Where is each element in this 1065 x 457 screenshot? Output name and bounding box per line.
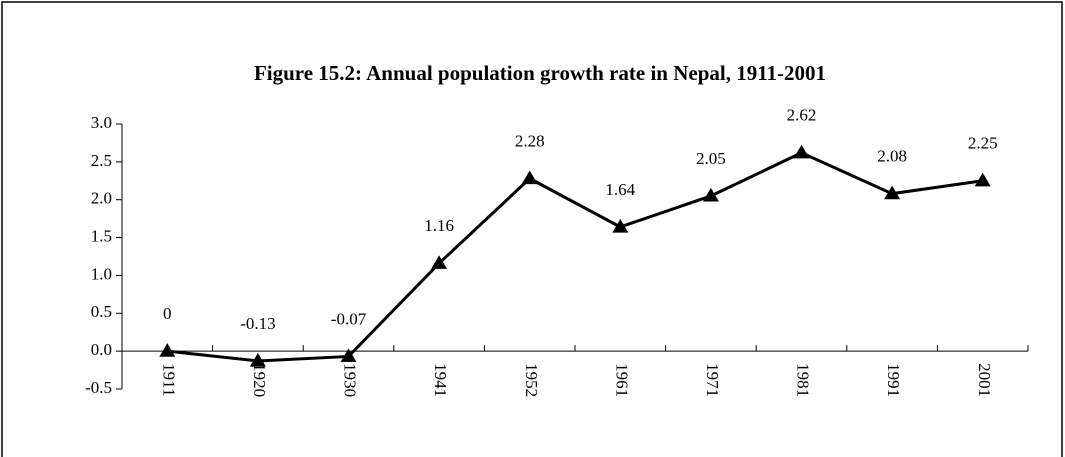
x-tick-label: 1981 bbox=[794, 363, 813, 397]
x-tick-label: 1920 bbox=[250, 363, 269, 397]
data-label: 2.62 bbox=[787, 106, 817, 125]
marker bbox=[340, 348, 357, 363]
x-tick-label: 2001 bbox=[975, 363, 994, 397]
x-tick-label: 1961 bbox=[612, 363, 631, 397]
marker bbox=[974, 172, 991, 187]
line bbox=[167, 151, 983, 363]
y-tick-label: 2.5 bbox=[91, 151, 112, 170]
data-label: 2.28 bbox=[515, 131, 545, 150]
x-tick-label: 1930 bbox=[341, 363, 360, 397]
y-tick-label: 1.5 bbox=[91, 226, 112, 245]
marker bbox=[884, 185, 901, 200]
marker bbox=[793, 144, 810, 159]
marker bbox=[612, 218, 629, 233]
x-tick-label: 1941 bbox=[431, 363, 450, 397]
marker bbox=[249, 352, 266, 367]
data-label: 0 bbox=[163, 304, 172, 323]
x-tick-label: 1971 bbox=[703, 363, 722, 397]
data-label: 2.25 bbox=[968, 134, 998, 153]
marker bbox=[521, 170, 538, 185]
y-tick-label: 0.0 bbox=[91, 340, 112, 359]
y-tick-label: -0.5 bbox=[85, 378, 112, 397]
y-tick-label: 3.0 bbox=[91, 113, 112, 132]
y-tick-label: 2.0 bbox=[91, 189, 112, 208]
chart-title: Figure 15.2: Annual population growth ra… bbox=[254, 61, 826, 85]
x-tick-label: 1952 bbox=[522, 363, 541, 397]
x-tick-label: 1911 bbox=[159, 363, 178, 396]
y-tick-label: 1.0 bbox=[91, 264, 112, 283]
y-tick-label: 0.5 bbox=[91, 302, 112, 321]
marker bbox=[702, 187, 719, 202]
marker bbox=[431, 255, 448, 269]
data-label: 2.05 bbox=[696, 149, 726, 168]
data-label: -0.07 bbox=[331, 309, 367, 328]
data-label: -0.13 bbox=[240, 314, 275, 333]
data-label: 1.16 bbox=[424, 216, 454, 235]
x-tick-label: 1991 bbox=[884, 363, 903, 397]
data-label: 2.08 bbox=[877, 147, 907, 166]
marker bbox=[159, 343, 176, 357]
data-label: 1.64 bbox=[605, 180, 635, 199]
